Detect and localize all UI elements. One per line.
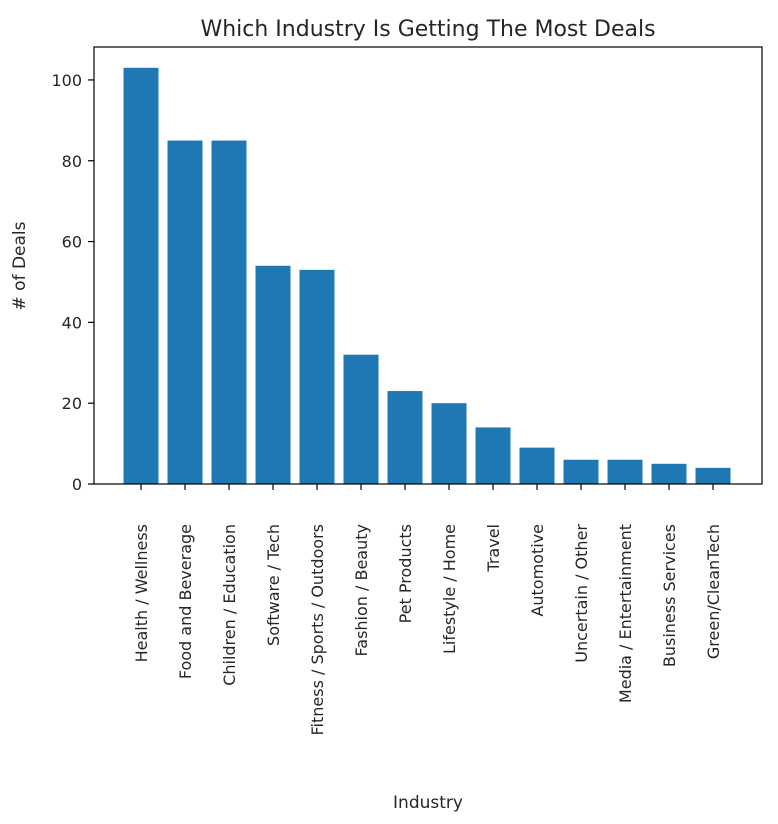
x-tick-label-6: Pet Products [396, 524, 415, 623]
y-tick-label-5: 100 [51, 71, 82, 90]
bar-10 [563, 459, 599, 484]
y-tick-label-1: 20 [62, 394, 82, 413]
bar-8 [475, 427, 511, 484]
x-tick-label-11: Media / Entertainment [616, 524, 635, 703]
bars-group [123, 67, 731, 485]
x-tick-label-12: Business Services [660, 524, 679, 667]
y-tick-label-4: 80 [62, 152, 82, 171]
x-axis-ticks: Health / Wellness Food and Beverage Childr… [132, 484, 723, 735]
x-tick-label-0: Health / Wellness [132, 524, 151, 662]
bar-7 [431, 403, 467, 484]
x-tick-label-10: Uncertain / Other [572, 524, 591, 663]
plot-area-frame [93, 46, 763, 485]
bar-9 [519, 447, 555, 484]
x-tick-label-8: Travel [484, 524, 503, 573]
bar-13 [695, 467, 731, 484]
bar-6 [387, 391, 423, 484]
x-tick-label-4: Fitness / Sports / Outdoors [308, 524, 327, 735]
x-tick-label-7: Lifestyle / Home [440, 524, 459, 654]
x-tick-label-3: Software / Tech [264, 524, 283, 646]
bar-4 [299, 269, 335, 484]
y-axis-label: # of Deals [10, 221, 30, 310]
bar-3 [255, 265, 291, 484]
y-tick-label-0: 0 [72, 475, 82, 494]
bar-5 [343, 354, 379, 484]
bar-12 [651, 463, 687, 484]
y-tick-label-3: 60 [62, 233, 82, 252]
bar-0 [123, 67, 159, 484]
x-tick-label-13: Green/CleanTech [704, 524, 723, 659]
y-axis-ticks: 0 20 40 60 80 100 [51, 71, 94, 494]
x-tick-label-1: Food and Beverage [176, 524, 195, 679]
x-tick-label-2: Children / Education [220, 524, 239, 686]
bar-1 [167, 140, 203, 485]
x-tick-label-5: Fashion / Beauty [352, 524, 371, 656]
bar-11 [607, 459, 643, 484]
bar-2 [211, 140, 247, 485]
x-axis-label: Industry [393, 793, 463, 813]
y-tick-label-2: 40 [62, 313, 82, 332]
x-tick-label-9: Automotive [528, 524, 547, 617]
chart-title: Which Industry Is Getting The Most Deals [200, 17, 655, 42]
